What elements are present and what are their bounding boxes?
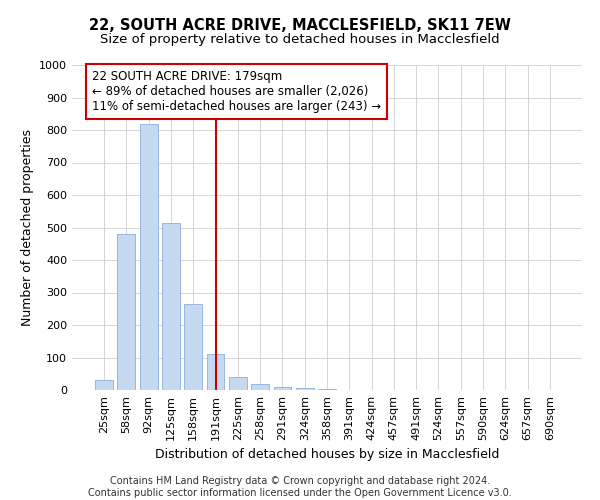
Bar	[296, 388, 314, 390]
Bar	[274, 387, 292, 390]
Bar	[229, 377, 247, 390]
Bar	[118, 234, 136, 390]
Bar	[140, 124, 158, 390]
Bar	[206, 354, 224, 390]
Bar	[95, 380, 113, 390]
Text: 22 SOUTH ACRE DRIVE: 179sqm
← 89% of detached houses are smaller (2,026)
11% of : 22 SOUTH ACRE DRIVE: 179sqm ← 89% of det…	[92, 70, 382, 113]
X-axis label: Distribution of detached houses by size in Macclesfield: Distribution of detached houses by size …	[155, 448, 499, 462]
Bar	[162, 222, 180, 390]
Text: Contains HM Land Registry data © Crown copyright and database right 2024.
Contai: Contains HM Land Registry data © Crown c…	[88, 476, 512, 498]
Text: 22, SOUTH ACRE DRIVE, MACCLESFIELD, SK11 7EW: 22, SOUTH ACRE DRIVE, MACCLESFIELD, SK11…	[89, 18, 511, 32]
Bar	[251, 384, 269, 390]
Y-axis label: Number of detached properties: Number of detached properties	[20, 129, 34, 326]
Text: Size of property relative to detached houses in Macclesfield: Size of property relative to detached ho…	[100, 32, 500, 46]
Bar	[184, 304, 202, 390]
